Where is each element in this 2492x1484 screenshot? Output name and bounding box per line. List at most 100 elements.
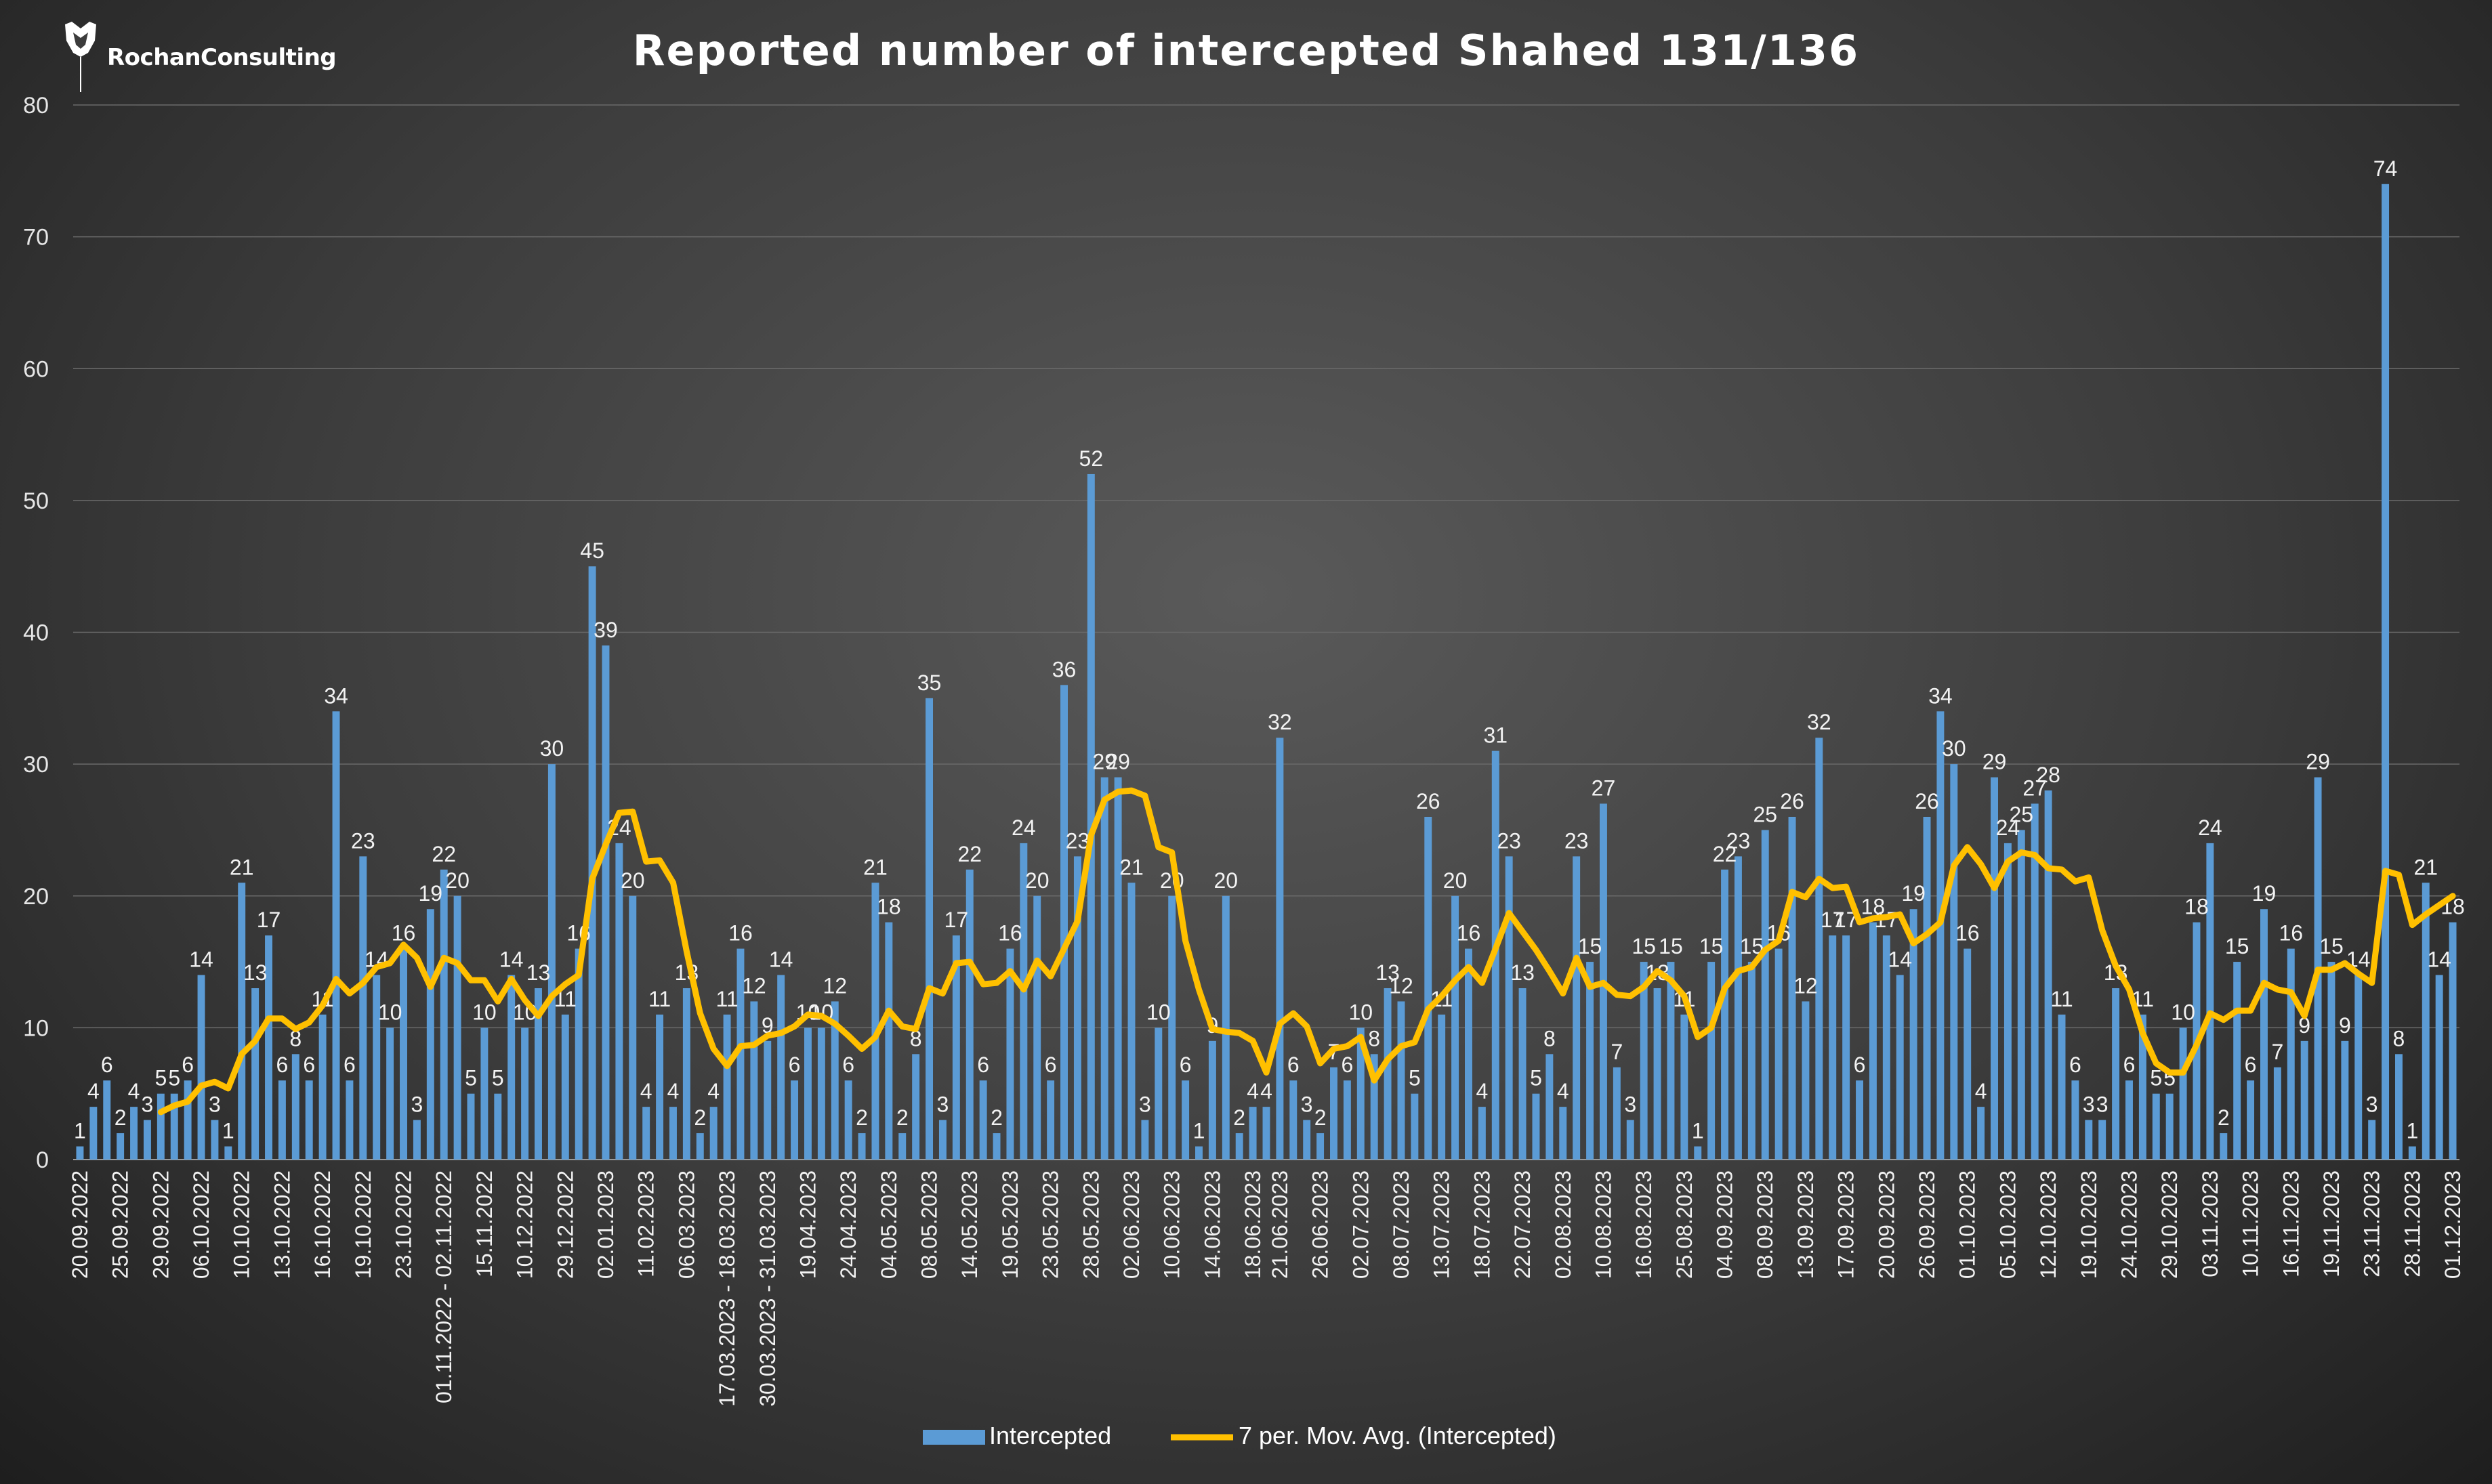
bar-data-label: 2	[896, 1105, 909, 1130]
bar-mark	[197, 975, 205, 1160]
bar-mark	[1262, 1107, 1270, 1160]
bar-mark	[1356, 1027, 1365, 1160]
bar-data-label: 3	[411, 1093, 423, 1117]
bar-mark	[1195, 1146, 1203, 1160]
y-tick-label: 10	[23, 1015, 49, 1041]
bar-data-label: 10	[2171, 1000, 2195, 1024]
bar-data-label: 3	[2083, 1093, 2095, 1117]
bar-data-label: 6	[1045, 1053, 1057, 1077]
bar-data-label: 6	[303, 1053, 315, 1077]
x-tick-label: 06.10.2022	[189, 1170, 213, 1279]
bar-data-label: 27	[1592, 776, 1616, 801]
bar-mark	[467, 1093, 475, 1160]
bar-data-label: 3	[2366, 1093, 2378, 1117]
bar-data-label: 26	[1780, 789, 1804, 813]
bar-data-label: 21	[863, 855, 888, 879]
x-tick-label: 01.10.2023	[1955, 1170, 1980, 1279]
x-tick-label: 02.01.2023	[594, 1170, 618, 1279]
bar-mark	[2260, 909, 2268, 1160]
bar-data-label: 6	[1180, 1053, 1192, 1077]
bar-data-label: 10	[378, 1000, 402, 1024]
bar-mark	[912, 1054, 920, 1160]
bar-mark	[184, 1080, 192, 1160]
y-tick-label: 70	[23, 225, 49, 251]
x-tick-label: 13.07.2023	[1430, 1170, 1454, 1279]
bar-mark	[1249, 1107, 1257, 1160]
x-tick-label: 10.06.2023	[1160, 1170, 1184, 1279]
bar-mark	[1936, 711, 1945, 1160]
bar-mark	[1127, 883, 1136, 1160]
bar-mark	[1667, 962, 1675, 1160]
bar-mark	[346, 1080, 354, 1160]
bar-data-label: 19	[2252, 881, 2277, 906]
bar-data-label: 31	[1483, 723, 1508, 748]
bar-mark	[642, 1107, 650, 1160]
bar-mark	[1869, 922, 1877, 1160]
y-tick-label: 50	[23, 488, 49, 514]
bar-data-label: 34	[1928, 683, 1953, 708]
bar-mark	[2003, 843, 2012, 1160]
x-tick-label: 01.12.2023	[2441, 1170, 2465, 1279]
bar-data-label: 6	[182, 1053, 194, 1077]
bar-data-label: 1	[222, 1119, 234, 1143]
bar-mark	[278, 1080, 286, 1160]
bar-data-label: 1	[1193, 1119, 1205, 1143]
bar-data-label: 6	[344, 1053, 356, 1077]
x-tick-label: 19.04.2023	[795, 1170, 820, 1279]
bar-data-label: 20	[1443, 868, 1468, 893]
bar-data-label: 6	[842, 1053, 854, 1077]
bar-data-label: 3	[1624, 1093, 1636, 1117]
bar-data-label: 20	[621, 868, 645, 893]
bar-mark	[1276, 738, 1284, 1160]
legend-swatch-intercepted	[923, 1430, 985, 1445]
bar-mark	[1343, 1080, 1351, 1160]
bar-data-label: 4	[128, 1079, 140, 1103]
bar-mark	[117, 1133, 125, 1160]
bar-mark	[952, 935, 960, 1160]
bar-data-label: 13	[1510, 960, 1535, 985]
bar-mark	[1950, 764, 1958, 1160]
bar-mark	[1964, 948, 1972, 1160]
bar-mark	[224, 1146, 232, 1160]
bar-data-label: 7	[1611, 1040, 1623, 1064]
x-tick-label: 26.09.2023	[1915, 1170, 1939, 1279]
bar-mark	[1856, 1080, 1863, 1160]
bar-data-label: 19	[1901, 881, 1926, 906]
bar-data-label: 2	[1314, 1105, 1327, 1130]
bar-data-label: 16	[392, 921, 416, 946]
bar-data-label: 9	[2298, 1013, 2310, 1038]
bar-mark	[1721, 869, 1729, 1160]
bar-mark	[413, 1120, 421, 1160]
x-tick-label: 19.10.2023	[2077, 1170, 2101, 1279]
y-tick-label: 80	[23, 93, 49, 119]
bar-mark	[926, 698, 934, 1160]
x-tick-label: 20.09.2022	[68, 1170, 92, 1279]
bar-mark	[373, 975, 381, 1160]
bar-mark	[2179, 1027, 2187, 1160]
bar-mark	[804, 1027, 812, 1160]
bar-mark	[1384, 988, 1392, 1160]
bar-data-label: 17	[1821, 908, 1845, 932]
bar-mark	[1060, 685, 1068, 1160]
bar-data-label: 15	[2225, 934, 2249, 958]
bar-mark	[1073, 856, 1081, 1160]
bar-data-label: 2	[115, 1105, 127, 1130]
bar-data-label: 36	[1052, 657, 1077, 681]
bar-data-label: 6	[2069, 1053, 2081, 1077]
bar-mark	[2341, 1040, 2349, 1160]
bar-mark	[2206, 843, 2214, 1160]
bar-data-label: 6	[789, 1053, 801, 1077]
bar-data-label: 15	[1632, 934, 1656, 958]
bar-mark	[1882, 935, 1890, 1160]
x-tick-label: 21.06.2023	[1268, 1170, 1292, 1279]
x-tick-label: 04.09.2023	[1713, 1170, 1737, 1279]
bar-mark	[723, 1014, 731, 1160]
bar-data-label: 3	[937, 1093, 949, 1117]
bar-data-label: 2	[1233, 1105, 1245, 1130]
x-tick-label: 23.11.2023	[2360, 1170, 2384, 1277]
y-tick-label: 60	[23, 356, 49, 382]
bar-data-label: 29	[1982, 750, 2007, 774]
bar-data-label: 35	[917, 671, 942, 695]
bar-data-label: 16	[2279, 921, 2303, 946]
bar-mark	[2368, 1120, 2376, 1160]
